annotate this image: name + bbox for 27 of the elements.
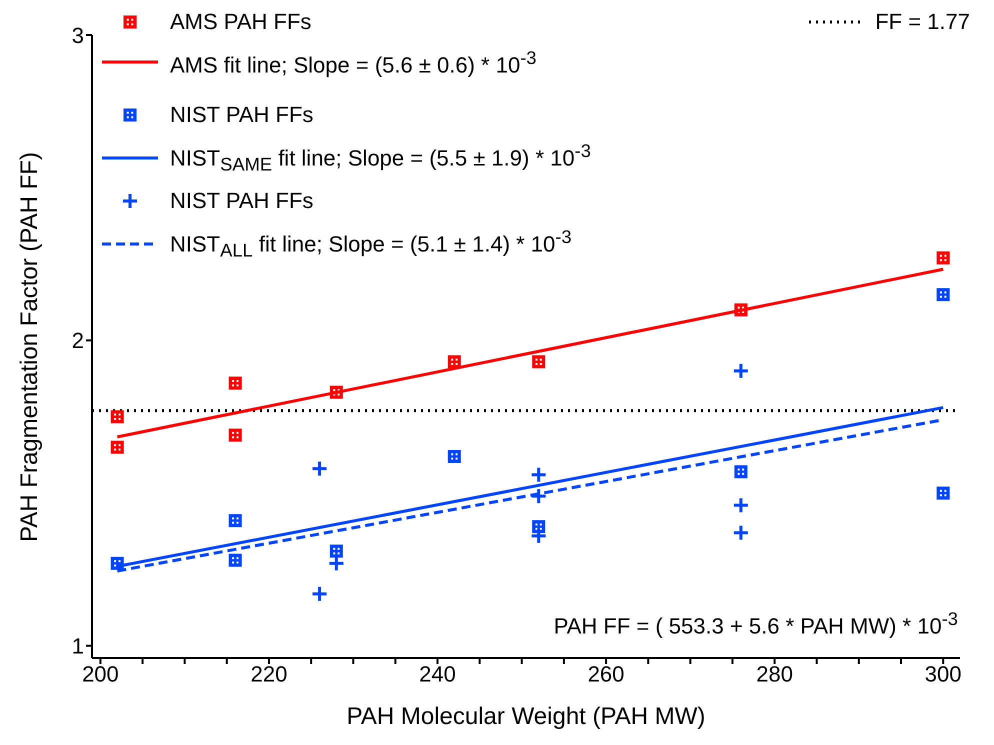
- legend-label: NIST$_{ALL}$ fit line; Slope = (5.1 ± 1.4) * 10$^{-3}$: [170, 225, 572, 263]
- legend-label: NIST PAH FFs: [170, 187, 314, 216]
- point: [530, 527, 548, 544]
- point: [530, 488, 548, 505]
- x-axis-title: PAH Molecular Weight (PAH MW): [346, 703, 706, 731]
- legend-label: NIST$_{SAME}$ fit line; Slope = (5.5 ± 1.9) * 10$^{-3}$: [170, 139, 591, 178]
- y-tick-label: 1: [72, 634, 84, 659]
- y-tick-label: 3: [72, 22, 84, 48]
- x-tick-label: 260: [588, 662, 624, 687]
- legend-label: NIST PAH FFs: [170, 101, 314, 130]
- point: [311, 460, 328, 478]
- point: [732, 362, 750, 380]
- x-tick-label: 280: [756, 662, 793, 687]
- y-tick-label: 2: [72, 328, 84, 354]
- x-tick-label: 200: [82, 662, 119, 687]
- x-tick-label: 220: [250, 662, 288, 687]
- legend-label: FF = 1.77: [875, 8, 970, 36]
- point: [732, 524, 750, 542]
- point: [530, 466, 548, 484]
- annotation: PAH FF = ( 553.3 + 5.6 * PAH MW) * 10$^{-3}$: [554, 608, 958, 640]
- point: [732, 496, 750, 514]
- point: [311, 585, 328, 602]
- y-axis-title: PAH Fragmentation Factor (PAH FF): [15, 150, 44, 544]
- legend-label: AMS PAH FFs: [170, 8, 312, 36]
- x-tick-label: 240: [419, 662, 456, 687]
- x-tick-label: 300: [924, 662, 962, 687]
- legend-label: AMS fit line; Slope = (5.6 ± 0.6) * 10$^{-3}$: [170, 46, 536, 80]
